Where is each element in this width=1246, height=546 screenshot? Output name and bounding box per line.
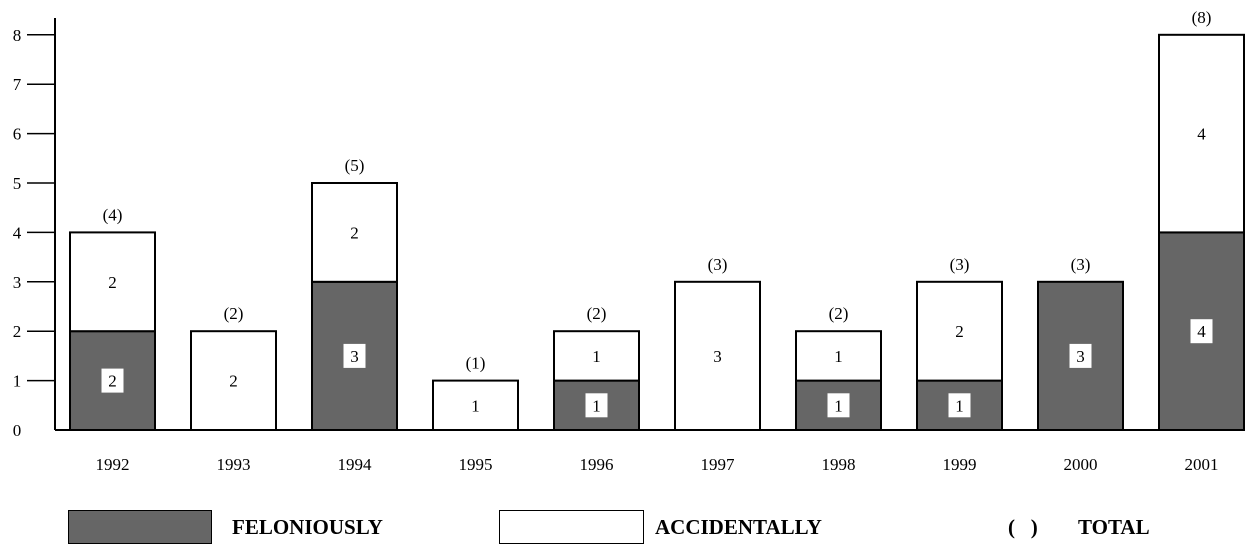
x-tick-label: 1993 (217, 455, 251, 474)
bar-label-feloniously: 1 (834, 396, 843, 415)
bar-label-bg (585, 393, 608, 418)
y-tick-label: 3 (13, 273, 22, 292)
legend-label-feloniously: FELONIOUSLY (232, 515, 383, 539)
legend: FELONIOUSLY ACCIDENTALLY ( ) TOTAL (0, 510, 1246, 546)
bar-accidentally (795, 330, 882, 382)
total-label: (5) (345, 156, 365, 175)
bar-label-accidentally: 3 (713, 347, 722, 366)
x-tick-label: 1994 (338, 455, 373, 474)
bar-label-accidentally: 1 (834, 347, 843, 366)
x-tick-label: 1992 (96, 455, 130, 474)
total-label: (8) (1192, 8, 1212, 27)
bar-label-bg (1190, 319, 1213, 344)
y-tick-label: 5 (13, 174, 22, 193)
bar-accidentally (1158, 33, 1245, 234)
legend-label-accidentally: ACCIDENTALLY (655, 515, 822, 539)
bar-label-accidentally: 2 (108, 273, 117, 292)
x-tick-label: 1999 (943, 455, 977, 474)
bar-label-accidentally: 1 (592, 347, 601, 366)
total-label: (2) (224, 304, 244, 323)
legend-total-symbol: ( ) (1008, 515, 1038, 539)
x-tick-label: 2000 (1064, 455, 1098, 474)
bar-label-feloniously: 1 (955, 396, 964, 415)
bar-label-accidentally: 2 (955, 322, 964, 341)
bar-accidentally (674, 280, 761, 431)
bar-label-feloniously: 4 (1197, 322, 1206, 341)
y-tick-label: 7 (13, 75, 22, 94)
total-label: (1) (466, 354, 486, 373)
bar-label-feloniously: 3 (1076, 347, 1085, 366)
y-tick-label: 8 (13, 26, 22, 45)
bar-accidentally (69, 231, 156, 333)
legend-swatch-accidentally (499, 510, 644, 544)
bars: 2 2 (4) 2 (2) 3 2 (5) 1 (1) 1 1 (2) 3 (3) 1 1 (2) 1 2 (3) 3 (3… (69, 8, 1245, 432)
bar-accidentally (916, 280, 1003, 382)
total-label: (3) (708, 255, 728, 274)
bar-label-feloniously: 2 (108, 372, 117, 391)
bar-label-bg (948, 393, 971, 418)
bar-label-accidentally: 2 (350, 223, 359, 242)
bar-accidentally (311, 182, 398, 283)
bar-label-accidentally: 1 (471, 396, 480, 415)
bar-accidentally (432, 379, 519, 432)
total-label: (2) (829, 304, 849, 323)
bar-label-bg (827, 393, 850, 418)
x-tick-label: 1997 (701, 455, 736, 474)
legend-swatch-feloniously (68, 510, 212, 544)
bar-label-bg (101, 368, 124, 393)
bar-label-accidentally: 4 (1197, 125, 1206, 144)
y-tick-label: 1 (13, 372, 22, 391)
legend-label-total: TOTAL (1078, 515, 1150, 539)
total-label: (4) (103, 205, 123, 224)
y-tick-label: 6 (13, 125, 22, 144)
x-tick-label: 1995 (459, 455, 493, 474)
bar-accidentally (190, 330, 277, 432)
bar-label-bg (343, 343, 366, 368)
y-axis: 0 1 2 3 4 5 6 7 8 (13, 18, 56, 440)
bar-label-bg (1069, 343, 1092, 368)
y-tick-label: 4 (13, 223, 22, 242)
bar-label-feloniously: 3 (350, 347, 359, 366)
x-axis: 1992 1993 1994 1995 1996 1997 1998 1999 2000 2001 (55, 429, 1244, 474)
total-label: (2) (587, 304, 607, 323)
total-label: (3) (950, 255, 970, 274)
bar-label-accidentally: 2 (229, 372, 238, 391)
y-tick-label: 0 (13, 421, 22, 440)
total-label: (3) (1071, 255, 1091, 274)
bar-accidentally (553, 330, 640, 382)
stacked-bar-chart: 0 1 2 3 4 5 6 7 8 2 2 (4) 2 (2) 3 2 (5) 1 (1) 1 1 (2) 3 (3) 1 1 (… (13, 8, 1245, 474)
y-tick-label: 2 (13, 322, 22, 341)
x-tick-label: 1996 (580, 455, 614, 474)
x-tick-label: 1998 (822, 455, 856, 474)
x-tick-label: 2001 (1185, 455, 1219, 474)
bar-label-feloniously: 1 (592, 396, 601, 415)
